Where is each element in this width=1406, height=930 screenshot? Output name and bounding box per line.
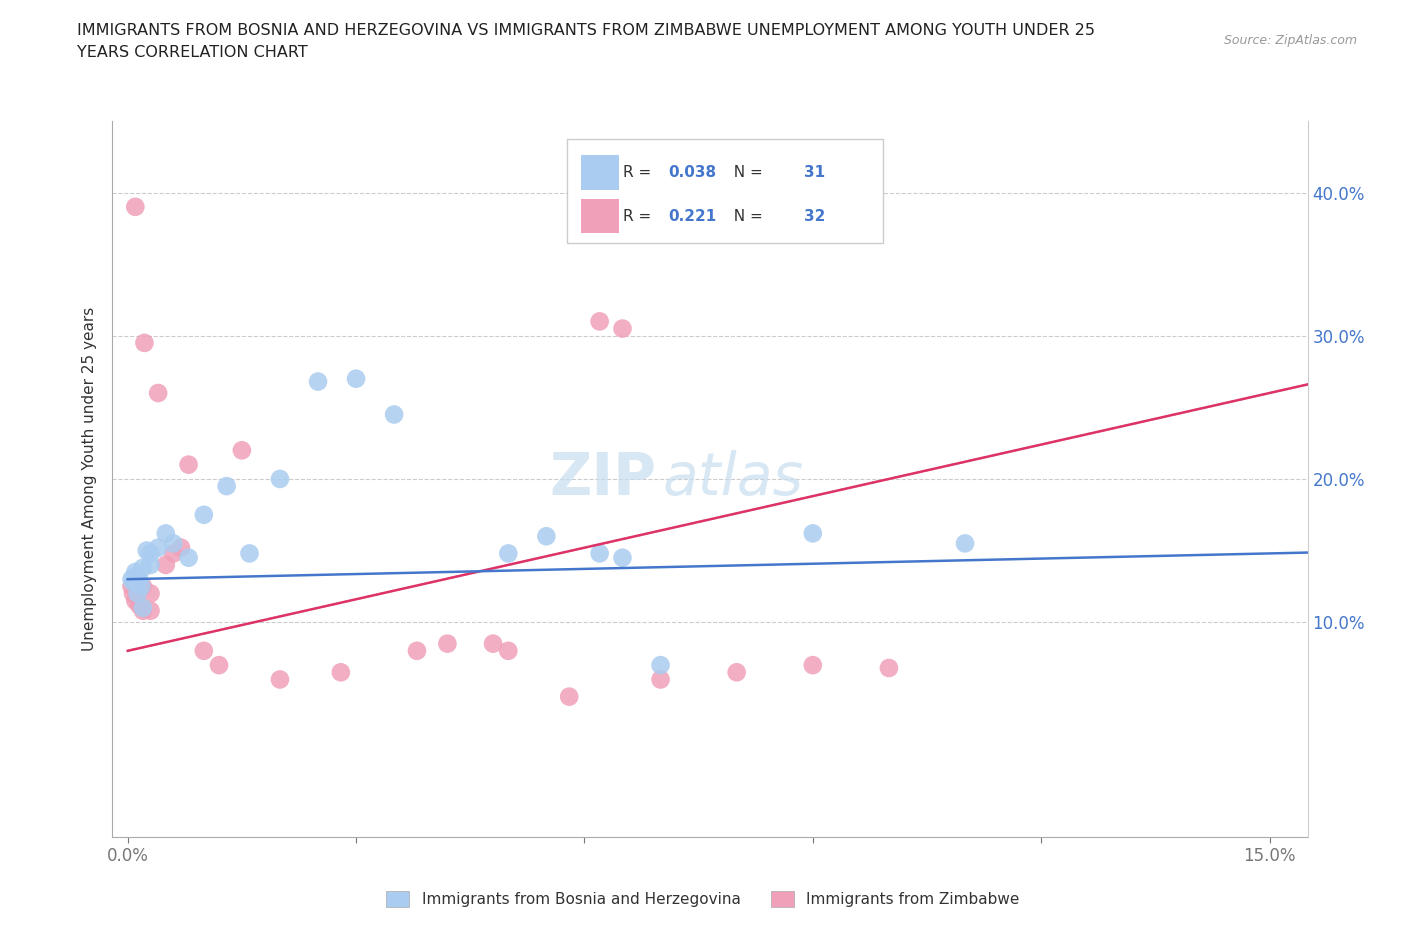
- Point: [953, 536, 976, 551]
- Point: [436, 636, 458, 651]
- Point: [139, 604, 162, 618]
- Point: [482, 636, 505, 651]
- FancyBboxPatch shape: [567, 139, 883, 243]
- Text: ZIP: ZIP: [550, 450, 657, 508]
- Point: [269, 472, 291, 486]
- Point: [177, 458, 200, 472]
- Point: [134, 336, 156, 351]
- Point: [725, 665, 748, 680]
- Point: [406, 644, 429, 658]
- Point: [215, 479, 238, 494]
- Point: [231, 443, 253, 458]
- FancyBboxPatch shape: [581, 155, 619, 190]
- Point: [146, 540, 169, 555]
- Point: [162, 536, 184, 551]
- Text: 0.221: 0.221: [668, 208, 717, 223]
- Point: [128, 598, 150, 613]
- Point: [612, 551, 634, 565]
- Point: [801, 526, 824, 541]
- Point: [208, 658, 231, 672]
- Text: R =: R =: [623, 165, 657, 180]
- Point: [329, 665, 352, 680]
- Point: [382, 407, 405, 422]
- Point: [877, 660, 900, 675]
- Point: [193, 508, 215, 523]
- Point: [269, 672, 291, 687]
- Text: 32: 32: [804, 208, 825, 223]
- Text: Source: ZipAtlas.com: Source: ZipAtlas.com: [1223, 34, 1357, 47]
- Text: IMMIGRANTS FROM BOSNIA AND HERZEGOVINA VS IMMIGRANTS FROM ZIMBABWE UNEMPLOYMENT : IMMIGRANTS FROM BOSNIA AND HERZEGOVINA V…: [77, 23, 1095, 60]
- Point: [139, 546, 162, 561]
- Point: [155, 557, 177, 572]
- Point: [612, 321, 634, 336]
- Point: [128, 572, 150, 587]
- Point: [650, 672, 672, 687]
- Legend: Immigrants from Bosnia and Herzegovina, Immigrants from Zimbabwe: Immigrants from Bosnia and Herzegovina, …: [381, 884, 1025, 913]
- Point: [121, 572, 143, 587]
- Text: 0.038: 0.038: [668, 165, 716, 180]
- Point: [498, 546, 520, 561]
- Point: [307, 374, 329, 389]
- Point: [344, 371, 367, 386]
- Point: [536, 529, 558, 544]
- Point: [139, 586, 162, 601]
- Point: [124, 199, 146, 214]
- Point: [170, 540, 193, 555]
- Point: [122, 586, 145, 601]
- Point: [162, 546, 184, 561]
- Point: [132, 601, 155, 616]
- Point: [139, 557, 162, 572]
- Point: [558, 689, 581, 704]
- Text: 31: 31: [804, 165, 825, 180]
- Point: [498, 644, 520, 658]
- Text: N =: N =: [724, 165, 768, 180]
- Point: [238, 546, 260, 561]
- Point: [127, 586, 149, 601]
- Point: [155, 526, 177, 541]
- Point: [588, 314, 610, 329]
- Point: [177, 551, 200, 565]
- Point: [121, 578, 143, 594]
- Point: [132, 604, 155, 618]
- Text: atlas: atlas: [662, 450, 803, 508]
- Point: [124, 565, 146, 579]
- Text: R =: R =: [623, 208, 661, 223]
- Y-axis label: Unemployment Among Youth under 25 years: Unemployment Among Youth under 25 years: [82, 307, 97, 651]
- Point: [131, 578, 153, 594]
- Point: [650, 658, 672, 672]
- Point: [193, 644, 215, 658]
- Point: [125, 576, 148, 591]
- Point: [125, 589, 148, 604]
- Point: [124, 593, 146, 608]
- Text: N =: N =: [724, 208, 768, 223]
- FancyBboxPatch shape: [581, 199, 619, 233]
- Point: [132, 578, 155, 594]
- Point: [135, 543, 157, 558]
- Point: [132, 560, 155, 575]
- Point: [124, 569, 146, 584]
- Point: [588, 546, 610, 561]
- Point: [122, 575, 145, 590]
- Point: [146, 386, 169, 401]
- Point: [801, 658, 824, 672]
